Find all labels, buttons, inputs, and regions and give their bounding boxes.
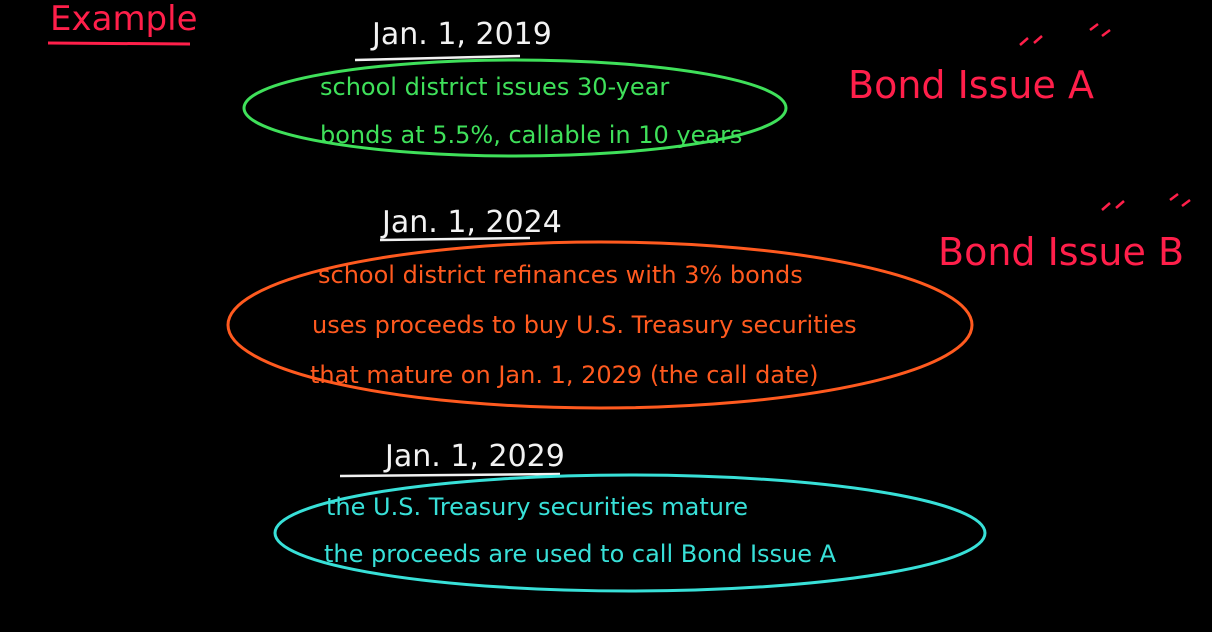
event-2-line-3: that mature on Jan. 1, 2029 (the call da… xyxy=(310,361,819,389)
bond-b-quote-marks xyxy=(1101,193,1191,211)
event-1-line-1: school district issues 30-year xyxy=(320,73,669,101)
label-bond-issue-b: Bond Issue B xyxy=(938,230,1184,274)
event-3-date-underline xyxy=(339,472,561,478)
label-bond-issue-a: Bond Issue A xyxy=(848,63,1094,107)
event-3-date: Jan. 1, 2029 xyxy=(383,439,565,474)
event-1-date-underline xyxy=(354,54,521,62)
bond-a-quote-marks xyxy=(1019,23,1111,46)
event-2-date-underline xyxy=(379,236,531,242)
heading-example: Example xyxy=(50,0,198,39)
event-2-line-2: uses proceeds to buy U.S. Treasury secur… xyxy=(312,311,857,339)
heading-underline xyxy=(47,41,191,46)
event-1-line-2: bonds at 5.5%, callable in 10 years xyxy=(320,121,742,149)
event-3-line-1: the U.S. Treasury securities mature xyxy=(326,493,748,521)
event-2-line-1: school district refinances with 3% bonds xyxy=(318,261,803,289)
event-2-date: Jan. 1, 2024 xyxy=(380,205,562,240)
event-1-date: Jan. 1, 2019 xyxy=(370,17,552,52)
event-3-ellipse xyxy=(273,473,987,593)
event-3-line-2: the proceeds are used to call Bond Issue… xyxy=(324,540,837,568)
event-1-ellipse xyxy=(242,58,788,158)
event-2-ellipse xyxy=(226,240,974,410)
